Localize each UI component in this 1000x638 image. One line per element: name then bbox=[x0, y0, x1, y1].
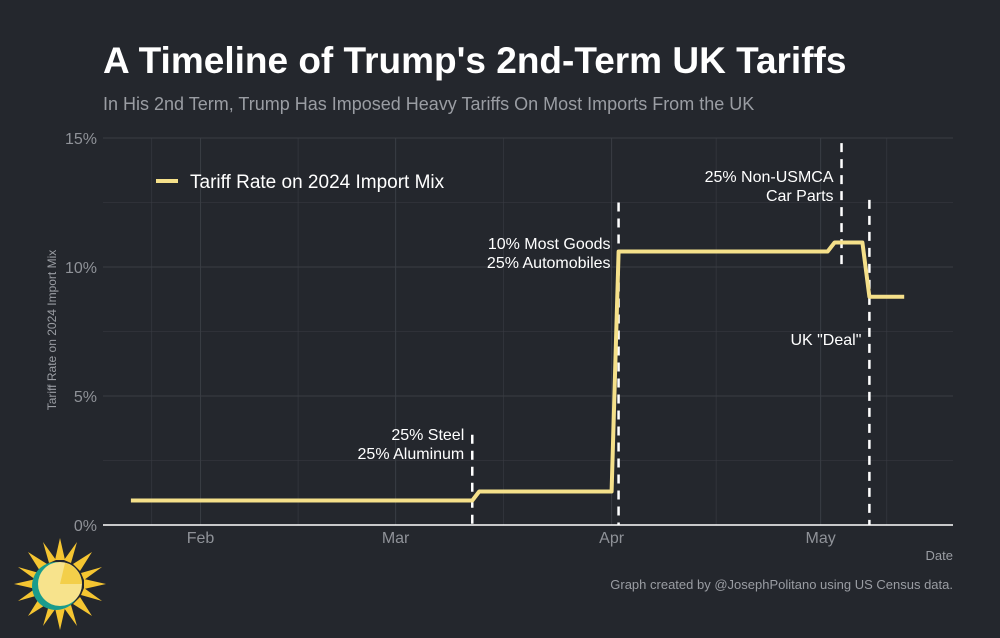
annotation-label: 25% Steel bbox=[391, 427, 464, 444]
annotation-label: 25% Aluminum bbox=[358, 446, 465, 463]
credit-text: Graph created by @JosephPolitano using U… bbox=[610, 577, 953, 592]
y-tick-label: 0% bbox=[74, 518, 97, 535]
sun-logo-icon bbox=[14, 538, 106, 630]
series-layer bbox=[130, 240, 905, 503]
annotation-label: UK "Deal" bbox=[790, 332, 861, 349]
y-tick-label: 10% bbox=[65, 260, 97, 277]
annotation-layer: 25% Steel 25% Aluminum 10% Most Goods 25% A… bbox=[358, 143, 871, 525]
x-tick-label: Mar bbox=[382, 530, 410, 547]
annotation-label: 25% Automobiles bbox=[487, 255, 611, 272]
annotation-label: Car Parts bbox=[766, 188, 834, 205]
chart-subtitle: In His 2nd Term, Trump Has Imposed Heavy… bbox=[103, 94, 754, 114]
legend-label: Tariff Rate on 2024 Import Mix bbox=[190, 172, 445, 193]
annotation-label: 10% Most Goods bbox=[488, 236, 611, 253]
x-tick-label: Feb bbox=[187, 530, 215, 547]
y-tick-label: 5% bbox=[74, 389, 97, 406]
tick-label-layer: Feb Mar Apr May 0% 5% 10% 15% bbox=[65, 131, 836, 547]
y-tick-label: 15% bbox=[65, 131, 97, 148]
series-line bbox=[130, 240, 905, 503]
grid-layer bbox=[103, 137, 953, 526]
annotation-label: 25% Non-USMCA bbox=[705, 169, 834, 186]
chart-title: A Timeline of Trump's 2nd-Term UK Tariff… bbox=[103, 40, 846, 81]
x-tick-label: Apr bbox=[599, 530, 625, 547]
legend: Tariff Rate on 2024 Import Mix bbox=[156, 172, 445, 193]
x-tick-label: May bbox=[806, 530, 836, 547]
y-axis-label: Tariff Rate on 2024 Import Mix bbox=[45, 250, 59, 411]
x-axis-label: Date bbox=[926, 548, 953, 563]
